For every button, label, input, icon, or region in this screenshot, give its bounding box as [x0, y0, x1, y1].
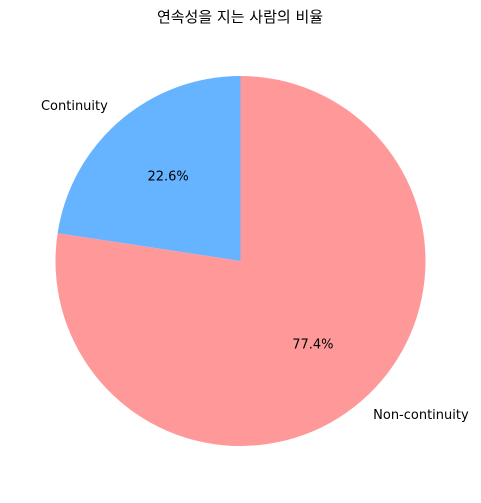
slice-label: Continuity: [41, 99, 108, 114]
slice-percent-label: 22.6%: [147, 169, 188, 184]
slice-label: Non-continuity: [373, 408, 469, 423]
pie-slices: [55, 76, 426, 446]
pie-labels: Continuity 22.6% Non-continuity 77.4%: [41, 99, 469, 423]
slice-percent-label: 77.4%: [292, 338, 333, 353]
pie-slice-continuity: [57, 76, 241, 261]
pie-slice-non-continuity: [55, 76, 426, 446]
chart-title: 연속성을 지는 사람의 비율: [157, 8, 323, 26]
